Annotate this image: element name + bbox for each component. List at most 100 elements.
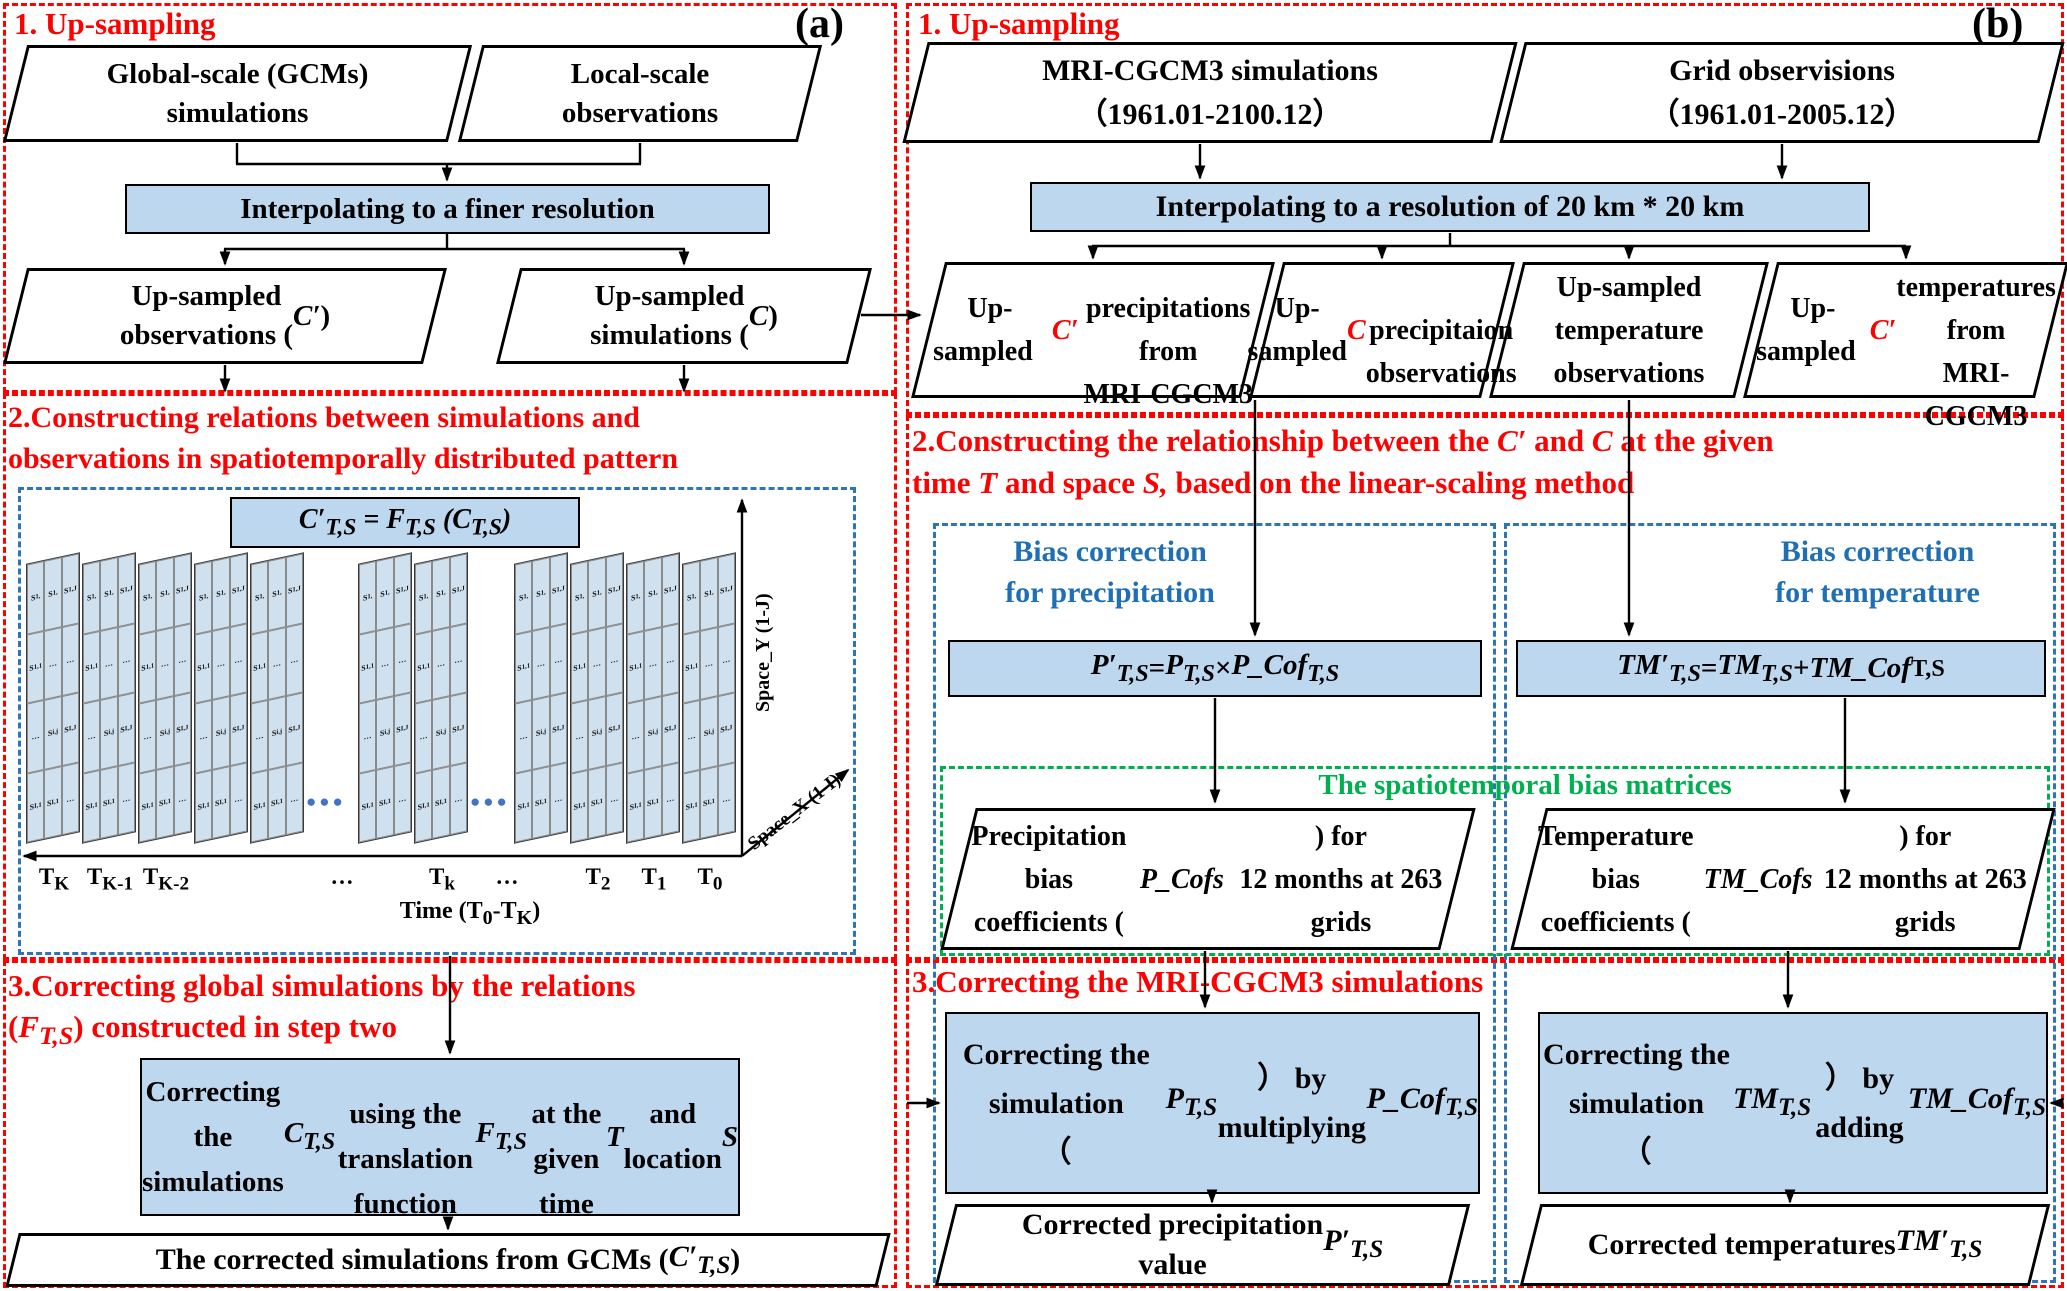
precip-formula-box: P′T,S = PT,S × P_CofT,S: [948, 640, 1482, 697]
grid-cell-label: S I,1: [27, 769, 45, 843]
grid-cell-label: S 1,: [627, 560, 645, 635]
time-tick: TK: [38, 864, 70, 895]
time-tick: …: [495, 864, 519, 889]
grid-cell-label: S 1,J: [117, 553, 135, 627]
grid-cell-label: S 1,1: [415, 630, 433, 704]
time-tick: TK-1: [86, 864, 134, 895]
section-b1-border: [906, 3, 2064, 415]
grid-cell-label: …: [27, 699, 45, 774]
grid-cell-label: S 1,J: [285, 553, 303, 627]
grid-cell-label: …: [449, 622, 467, 697]
flow-precip-bias-coefficients: Precipitation bias coefficients (P_Cofs) …: [940, 808, 1476, 950]
flow-global-simulations-label: Global-scale (GCMs) simulations: [106, 57, 369, 129]
grid-cell-label: S 1,: [683, 560, 701, 635]
flow-grid-observations: Grid observisions （1961.01-2005.12）: [1499, 42, 2065, 143]
grid-cell-label: …: [100, 626, 118, 700]
grid-cell-label: …: [432, 626, 450, 700]
flow-precip-bias-coefficients-label: Precipitation bias coefficients (P_Cofs) …: [971, 820, 1443, 938]
bias-correction-precip-label: Bias correction for precipitation: [1005, 535, 1215, 609]
time-tick-labels: TK TK-1 TK-2 … Tk … T2 T1 T0: [26, 864, 786, 898]
grid-cell-label: S I,J: [605, 692, 623, 766]
flow-grid-observations-label: Grid observisions （1961.01-2005.12）: [1649, 53, 1915, 131]
time-tick: T0: [697, 864, 723, 895]
grid-cell-label: S I,J: [285, 692, 303, 766]
grid-cell-label: …: [139, 699, 157, 774]
grid-cell-label: S 1,J: [449, 553, 467, 627]
grid-cell-label: S I,1: [268, 765, 286, 839]
grid-cell-label: S 1,: [432, 557, 450, 631]
flow-upsampled-temp-sim: Up-sampled C′ temperatures from MRI-CGCM3: [1743, 262, 2067, 432]
flow-upsampled-observations: Up-sampled observations (C′): [3, 268, 447, 364]
flow-local-observations-label: Local-scale observations: [561, 57, 719, 129]
time-axis-label: Time (T0-TK): [399, 898, 541, 929]
grid-cell-label: …: [229, 761, 247, 836]
flow-upsampled-simulations-label: Up-sampled simulations (C): [590, 280, 778, 351]
panel-a-label: (a): [795, 1, 844, 47]
grid-cell-label: S I,1: [251, 769, 269, 843]
flow-upsampled-precip-sim-label: Up-sampled C′ precipitations from MRI-CGCM…: [933, 293, 1253, 410]
grid-cell-label: S 1,1: [627, 630, 645, 704]
temp-formula-box: TM′T,S = TMT,S + TM_Cof T,S: [1516, 640, 2046, 697]
grid-cell-label: …: [195, 699, 213, 774]
grid-cell-label: …: [285, 761, 303, 836]
grid-cell-label: S 1,: [83, 560, 101, 635]
flow-corrected-temperatures-label: Corrected temperatures TM′T,S: [1587, 1223, 1983, 1263]
grid-cell-label: …: [359, 699, 377, 774]
flow-upsampled-precip-sim: Up-sampled C′ precipitations from MRI-CGCM…: [911, 262, 1275, 410]
flow-corrected-precipitation: Corrected precipitation value P′T,S: [934, 1204, 1471, 1286]
grid-cell-label: …: [700, 626, 718, 700]
grid-cell-label: S 1,J: [61, 553, 79, 627]
grid-cell-label: S 1,1: [571, 630, 589, 704]
grid-cell-label: S 1,1: [195, 630, 213, 704]
grid-cell-label: …: [661, 761, 679, 836]
grid-cell-label: …: [285, 622, 303, 697]
grid-cell-label: …: [156, 626, 174, 700]
b-step3-title: 3.Correcting the MRI-CGCM3 simulations: [912, 964, 1484, 999]
grid-cell-label: S I,J: [61, 692, 79, 766]
ellipsis-dots-left: ●●●: [306, 792, 346, 811]
grid-cell-label: S 1,: [376, 557, 394, 631]
grid-cell-label: S 1,: [644, 557, 662, 631]
grid-cell-label: S 1,: [100, 557, 118, 631]
flow-corrected-simulations-label: The corrected simulations from GCMs (C′T…: [155, 1240, 741, 1279]
b-interpolate-box: Interpolating to a resolution of 20 km *…: [1030, 182, 1870, 232]
grid-cell-label: …: [449, 761, 467, 836]
space-y-axis-label: Space_Y (1-J): [752, 593, 774, 712]
grid-cell-label: S 1,1: [251, 630, 269, 704]
flow-mri-cgcm3-simulations: MRI-CGCM3 simulations （1961.01-2100.12）: [902, 42, 1518, 143]
grid-cell-label: S 1,J: [605, 553, 623, 627]
grid-cell-label: …: [83, 699, 101, 774]
grid-cell-label: …: [717, 761, 735, 836]
panel-b-label: (b): [1972, 1, 2024, 47]
grid-cell-label: S I,1: [571, 769, 589, 843]
grid-cell-label: S I,1: [83, 769, 101, 843]
spatiotemporal-grid-frame: [18, 487, 856, 955]
time-tick: T2: [585, 864, 611, 895]
grid-cell-label: S I,1: [139, 769, 157, 843]
grid-cell-label: …: [661, 622, 679, 697]
bias-correction-temp-label: Bias correction for temperature: [1775, 535, 1980, 609]
grid-cell-label: S 1,: [268, 557, 286, 631]
grid-cell-label: S 1,1: [515, 630, 533, 704]
flow-upsampled-temp-sim-label: Up-sampled C′ temperatures from MRI-CGCM3: [1756, 271, 2056, 432]
grid-cell-label: …: [61, 761, 79, 836]
grid-cell-label: S 1,: [532, 557, 550, 631]
grid-cell-label: S 1,: [588, 557, 606, 631]
ellipsis-dots-right: ●●●: [470, 792, 510, 811]
grid-cell-label: S I,J: [393, 692, 411, 766]
grid-cell-label: S 1,1: [27, 630, 45, 704]
grid-cell-label: …: [61, 622, 79, 697]
grid-cell-label: S I,1: [683, 769, 701, 843]
grid-cell-label: …: [268, 626, 286, 700]
flow-upsampled-temp-obs: Up-sampled temperature observations: [1489, 262, 1769, 398]
